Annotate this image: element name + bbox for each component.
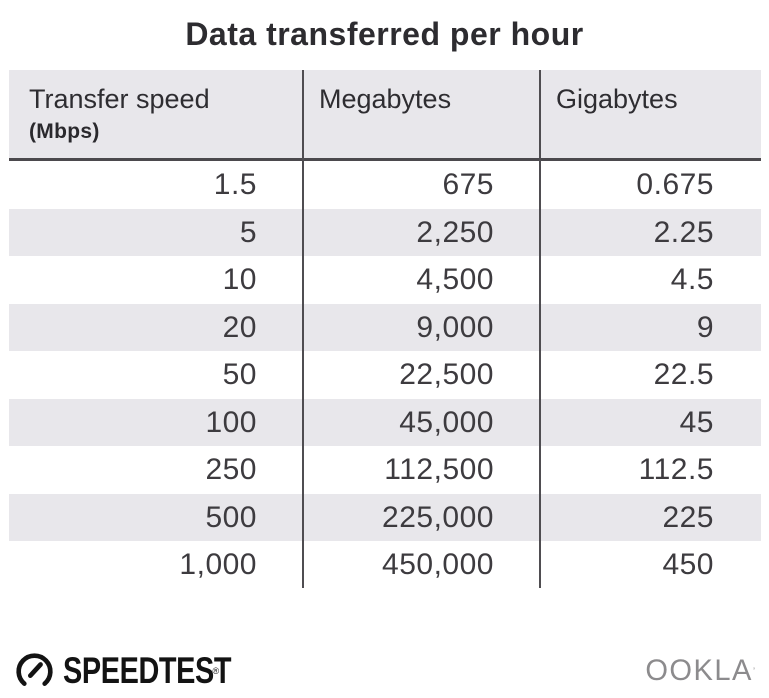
table-cell: 2,250 [416, 215, 494, 249]
table-cell: 20 [222, 310, 257, 344]
table-cell: 50 [222, 358, 257, 391]
table-row: 250 112,500 112.5 [9, 446, 761, 494]
speedtest-logo: SPEEDTEST ® [14, 650, 231, 692]
speedtest-wordmark: SPEEDTEST [63, 650, 232, 691]
table-cell: 450 [662, 548, 714, 581]
table-cell: 1,000 [179, 548, 257, 581]
ookla-wordmark: OOKLA [645, 654, 753, 687]
table-row: 1.5 675 0.675 [9, 161, 761, 209]
table-cell: 225,000 [382, 500, 494, 534]
footer: SPEEDTEST ® OOKLA ’ [0, 644, 769, 698]
table-cell: 9 [696, 310, 714, 344]
column-header-megabytes: Megabytes [319, 84, 452, 114]
table-cell: 100 [205, 405, 257, 439]
table-cell: 4.5 [670, 263, 714, 296]
table-cell: 250 [205, 453, 257, 486]
table-cell: 22,500 [399, 358, 494, 391]
column-header-mbps-unit: (Mbps) [29, 119, 100, 143]
table-body: 1.5 675 0.675 5 2,250 2.25 10 4,500 4.5 20 9,000 9 5… [9, 161, 761, 589]
table-cell: 112.5 [638, 453, 714, 486]
column-divider-1 [302, 70, 304, 588]
ookla-logo: OOKLA ’ [642, 654, 755, 688]
table-cell: 22.5 [653, 358, 714, 391]
table-row: 100 45,000 45 [9, 398, 761, 446]
column-divider-2 [539, 70, 541, 588]
table-row: 50 22,500 22.5 [9, 351, 761, 399]
table-cell: 9,000 [416, 310, 494, 344]
table-row: 5 2,250 2.25 [9, 208, 761, 256]
table-cell: 45 [679, 405, 714, 439]
table-cell: 2.25 [653, 215, 714, 249]
table-cell: 5 [239, 215, 257, 249]
registered-trademark-icon: ® [212, 666, 220, 676]
table-row: 1,000 450,000 450 [9, 541, 761, 589]
gauge-icon [16, 652, 53, 686]
table-cell: 450,000 [382, 548, 494, 581]
ookla-trademark-icon: ’ [753, 666, 755, 676]
data-table: Transfer speed (Mbps) Megabytes Gigabyte… [9, 70, 761, 589]
table-cell: 1.5 [213, 168, 257, 201]
column-header-transfer-speed-label: Transfer speed [29, 84, 210, 114]
table-cell: 4,500 [416, 263, 494, 296]
table-cell: 500 [205, 500, 257, 534]
table-cell: 675 [442, 168, 494, 201]
header-divider-line [9, 158, 761, 161]
table-row: 20 9,000 9 [9, 303, 761, 351]
table-cell: 0.675 [636, 168, 714, 201]
table-header-row: Transfer speed (Mbps) Megabytes Gigabyte… [9, 70, 761, 158]
column-header-gigabytes: Gigabytes [556, 84, 678, 114]
table-cell: 10 [222, 263, 257, 296]
table-row: 10 4,500 4.5 [9, 256, 761, 304]
column-header-transfer-speed: Transfer speed (Mbps) [9, 70, 304, 158]
table-cell: 45,000 [399, 405, 494, 439]
table-cell: 225 [662, 500, 714, 534]
table-row: 500 225,000 225 [9, 493, 761, 541]
page-title: Data transferred per hour [185, 16, 584, 52]
table-cell: 112,500 [384, 453, 494, 486]
